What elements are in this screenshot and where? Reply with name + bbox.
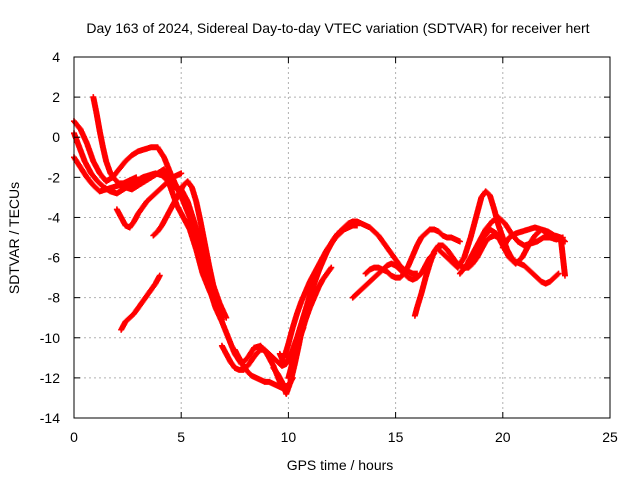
series-arc4 [90,94,140,187]
series-arc11 [281,222,361,361]
x-tick-label: 0 [70,429,78,445]
x-tick-labels: 0 5 10 15 20 25 [70,429,618,445]
y-axis-label: SDTVAR / TECUs [6,182,22,294]
series-arc9 [231,346,290,391]
series-arc5 [118,272,163,333]
y-tick-label: -12 [40,370,60,386]
data-marker-path [281,222,361,361]
series-arc12 [276,218,421,367]
data-points [71,94,568,397]
x-tick-label: 20 [495,429,511,445]
y-tick-label: -6 [48,250,61,266]
data-marker-path [231,346,290,391]
plot-frame [73,56,611,419]
data-marker-path [285,264,335,381]
grid-lines [74,57,610,418]
y-tick-label: 4 [52,49,60,65]
x-tick-label: 5 [177,429,185,445]
y-tick-label: -2 [48,169,61,185]
y-tick-label: -4 [48,209,61,225]
x-tick-label: 25 [602,429,618,445]
data-marker-path [276,218,421,367]
data-marker-path [411,232,506,319]
series-arc6 [113,170,185,231]
axis-ticks [73,56,611,419]
y-tick-labels: -14 -12 -10 -8 -6 -4 -2 0 2 4 [40,49,60,426]
series-arc16 [411,232,506,319]
x-axis-label: GPS time / hours [287,457,394,473]
x-tick-label: 10 [281,429,297,445]
x-tick-label: 15 [388,429,404,445]
y-tick-label: -8 [48,290,61,306]
data-marker-path [113,170,185,231]
chart-title: Day 163 of 2024, Sidereal Day-to-day VTE… [86,20,589,36]
data-marker-path [90,94,140,187]
data-marker-path [118,272,163,333]
data-marker-path [150,178,225,323]
series-arc15 [362,226,463,281]
y-tick-label: 2 [52,89,60,105]
y-tick-label: -10 [40,330,60,346]
series-arc20 [499,224,568,279]
y-tick-label: -14 [40,410,60,426]
series-arc7 [150,178,225,323]
data-marker-path [499,224,568,279]
y-tick-label: 0 [52,129,60,145]
series-arc13 [285,264,335,381]
data-marker-path [362,226,463,281]
